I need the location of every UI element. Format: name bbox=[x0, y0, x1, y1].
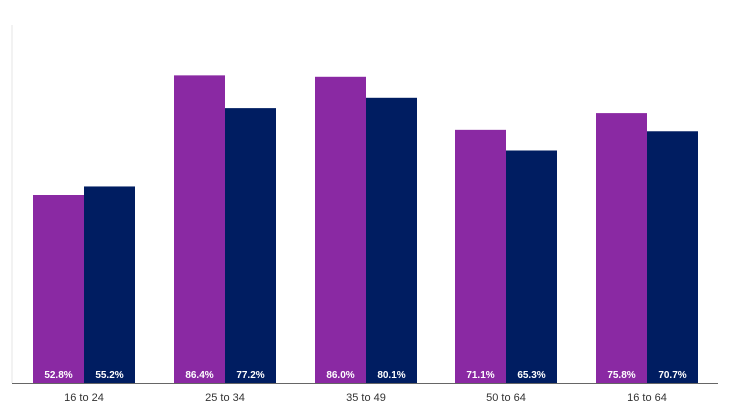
category-labels-group: 16 to 24 25 to 34 35 to 49 50 to 64 16 to 64 bbox=[64, 392, 667, 404]
bar-1-1 bbox=[225, 108, 276, 383]
value-label-0-1: 55.2% bbox=[95, 370, 123, 381]
bar-3-0 bbox=[455, 129, 506, 383]
bars-group bbox=[33, 75, 698, 384]
category-label-0: 16 to 24 bbox=[64, 392, 104, 404]
bar-2-0 bbox=[315, 76, 366, 384]
value-label-3-1: 65.3% bbox=[517, 370, 545, 381]
bar-3-1 bbox=[506, 150, 557, 383]
value-label-2-0: 86.0% bbox=[326, 370, 354, 381]
category-label-2: 35 to 49 bbox=[346, 392, 386, 404]
value-label-1-0: 86.4% bbox=[185, 370, 213, 381]
bar-1-0 bbox=[174, 75, 225, 383]
value-labels-group: 52.8% 55.2% 86.4% 77.2% 86.0% 80.1% 71.1% 65.3%… bbox=[44, 370, 686, 381]
value-label-0-0: 52.8% bbox=[44, 370, 72, 381]
bar-2-1 bbox=[366, 97, 417, 383]
value-label-1-1: 77.2% bbox=[236, 370, 264, 381]
bar-0-1 bbox=[84, 186, 135, 383]
category-label-1: 25 to 34 bbox=[205, 392, 245, 404]
value-label-4-0: 75.8% bbox=[607, 370, 635, 381]
category-label-3: 50 to 64 bbox=[486, 392, 526, 404]
value-label-4-1: 70.7% bbox=[658, 370, 686, 381]
bar-4-1 bbox=[647, 131, 698, 383]
value-label-3-0: 71.1% bbox=[466, 370, 494, 381]
bar-0-0 bbox=[33, 195, 84, 383]
value-label-2-1: 80.1% bbox=[377, 370, 405, 381]
bar-4-0 bbox=[596, 113, 647, 383]
category-label-4: 16 to 64 bbox=[627, 392, 667, 404]
